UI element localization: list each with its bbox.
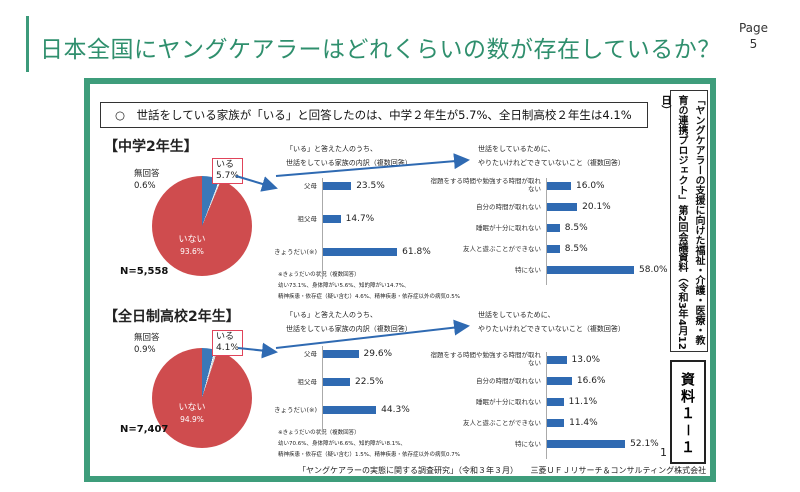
page-indicator: Page 5: [739, 20, 768, 52]
footer: 「ヤングケアラーの実態に関する調査研究」（令和３年３月） 三菱ＵＦＪリサーチ＆コ…: [298, 465, 716, 476]
senior-who-value-label: 44.3%: [381, 405, 410, 415]
junior-who-bar: [323, 182, 352, 190]
slide-title: 日本全国にヤングケアラーはどれくらいの数が存在しているか？: [40, 37, 721, 63]
junior-who-category-label: 祖父母: [297, 215, 318, 223]
senior-cant-category-label: 友人と遊ぶことができない: [463, 419, 541, 427]
side-note-text: 「ヤングケアラーの支援に向けた福祉・介護・医療・教育の連携プロジェクト」第2回会…: [659, 95, 704, 350]
document-label-text: 資料１－１: [679, 372, 695, 457]
senior-cant-bar: [547, 419, 565, 427]
junior-cant-heading: 世話をしているために、 やりたいけれどできていないこと（複数回答）: [478, 145, 625, 167]
senior-yes-label: いる 4.1%: [212, 330, 243, 356]
senior-cant-value-label: 11.4%: [569, 418, 598, 428]
junior-pie-chart: [152, 176, 252, 276]
junior-arrow-to-who: [235, 175, 278, 192]
footer-source: 「ヤングケアラーの実態に関する調査研究」（令和３年３月）: [298, 466, 518, 475]
headline: ○ 世話をしている家族が「いる」と回答したのは、中学２年生が5.7%、全日制高校…: [100, 102, 648, 128]
senior-cant-bar: [547, 398, 564, 406]
page-label: Page: [738, 21, 768, 35]
connector-arrows: [235, 153, 470, 359]
junior-cant-value-label: 20.1%: [582, 202, 611, 212]
junior-cant-category-label: 睡眠が十分に取れない: [476, 224, 541, 232]
senior-cant-axis: [546, 352, 547, 459]
senior-who-category-label: 祖父母: [297, 378, 318, 386]
junior-arrow-to-cant: [275, 153, 470, 177]
junior-who-category-label: 父母: [304, 182, 317, 190]
junior-no-label: いない 93.6%: [178, 235, 206, 256]
senior-who-category-label: 父母: [304, 350, 317, 358]
junior-who-category-label: きょうだい(※): [273, 248, 317, 256]
junior-who-bar: [323, 248, 398, 256]
senior-cant-category-label: 特にない: [515, 440, 541, 448]
senior-cant-value-label: 11.1%: [568, 397, 598, 407]
senior-arrow-to-cant: [275, 319, 470, 349]
junior-cant-category-label: 自分の時間が取れない: [476, 203, 541, 211]
senior-who-heading: 「いる」と答えた人のうち、 世話をしている家族の内訳（複数回答）: [286, 311, 412, 333]
page-number: 5: [749, 37, 758, 51]
junior-cant-axis: [546, 178, 547, 285]
senior-who-bar: [323, 350, 359, 358]
junior-who-value-label: 61.8%: [402, 247, 431, 257]
junior-cant-bar: [547, 182, 571, 190]
senior-sibling-notes: ※きょうだいの状況（複数回答） 幼い70.6%、身体障がい6.6%、知的障がい8.…: [278, 430, 460, 458]
senior-cant-category-label: 宿題をする時間や勉強する時間が取れない: [430, 351, 542, 367]
junior-cant-category-label: 友人と遊ぶことができない: [463, 245, 541, 253]
junior-cant-category-label: 宿題をする時間や勉強する時間が取れない: [430, 177, 542, 193]
senior-no-label: いない 94.9%: [178, 403, 206, 424]
senior-cant-value-label: 52.1%: [630, 439, 659, 449]
junior-cant-bar: [547, 203, 578, 211]
document-label: 資料１－１: [670, 360, 706, 464]
junior-cant-value-label: 8.5%: [564, 223, 588, 233]
junior-who-value-label: 14.7%: [345, 214, 375, 224]
senior-cant-category-label: 自分の時間が取れない: [476, 377, 541, 385]
senior-cant-heading: 世話をしているために、 やりたいけれどできていないこと（複数回答）: [478, 311, 625, 333]
senior-who-value-label: 29.6%: [363, 349, 393, 359]
junior-cant-bar: [547, 224, 560, 232]
senior-arrow-to-who: [237, 342, 278, 359]
junior-yes-label: いる 5.7%: [212, 158, 243, 184]
junior-cant-value-label: 16.0%: [576, 181, 605, 191]
junior-who-axis: [322, 178, 323, 279]
senior-who-value-label: 22.5%: [355, 377, 384, 387]
junior-cant-bar: [547, 245, 560, 253]
junior-cant-value-label: 8.5%: [564, 244, 588, 254]
senior-who-category-label: きょうだい(※): [273, 406, 317, 414]
junior-who-heading: 「いる」と答えた人のうち、 世話をしている家族の内訳（複数回答）: [286, 145, 412, 167]
junior-cant-value-label: 58.0%: [639, 265, 668, 275]
inner-page-number: 1: [660, 446, 667, 459]
senior-section-title: 【全日制高校2年生】: [104, 309, 240, 325]
senior-no-answer-label: 無回答 0.9%: [134, 333, 160, 355]
title-accent-bar: [26, 16, 29, 72]
senior-cant-bar: [547, 356, 567, 364]
senior-who-bar: [323, 378, 350, 386]
senior-cant-bar: [547, 440, 626, 448]
footer-org: 三菱ＵＦＪリサーチ＆コンサルティング株式会社: [530, 466, 707, 475]
senior-who-axis: [322, 346, 323, 432]
junior-who-value-label: 23.5%: [356, 181, 385, 191]
senior-cant-value-label: 16.6%: [576, 376, 606, 386]
senior-cant-value-label: 13.0%: [571, 355, 601, 365]
junior-cant-category-label: 特にない: [515, 266, 541, 274]
senior-cant-bar: [547, 377, 572, 385]
side-note: 「ヤングケアラーの支援に向けた福祉・介護・医療・教育の連携プロジェクト」第2回会…: [659, 90, 708, 352]
senior-sample-size: N=7,407: [120, 424, 169, 435]
junior-section-title: 【中学2年生】: [104, 139, 198, 155]
junior-sample-size: N=5,558: [120, 266, 169, 277]
document-frame: ○ 世話をしている家族が「いる」と回答したのは、中学２年生が5.7%、全日制高校…: [84, 78, 716, 482]
senior-who-bar: [323, 406, 377, 414]
senior-cant-category-label: 睡眠が十分に取れない: [476, 398, 541, 406]
junior-cant-bar: [547, 266, 634, 274]
junior-no-answer-label: 無回答 0.6%: [134, 169, 160, 191]
senior-pie-chart: [152, 348, 252, 448]
junior-sibling-notes: ※きょうだいの状況（複数回答） 幼い73.1%、身体障がい5.6%、知的障がい14…: [278, 272, 460, 300]
junior-who-bar: [323, 215, 341, 223]
